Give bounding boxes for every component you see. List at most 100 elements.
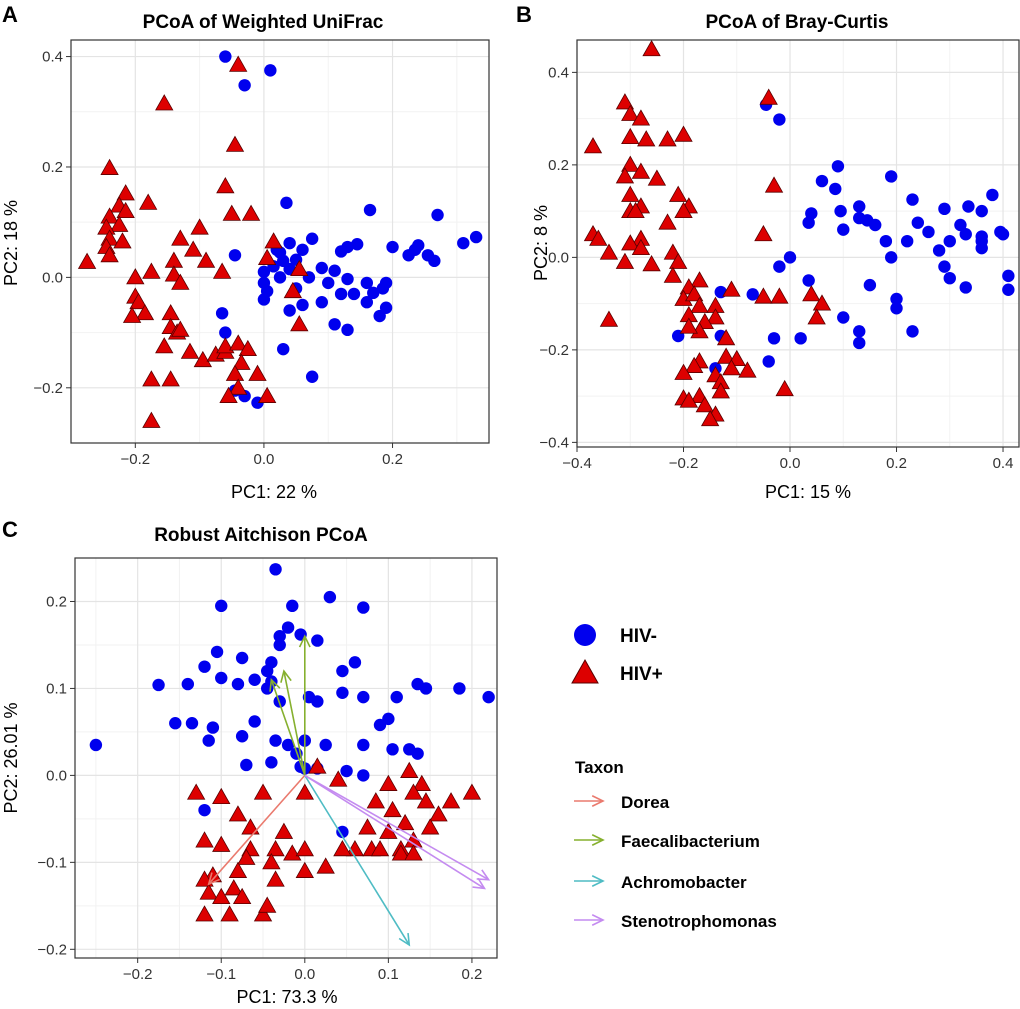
panel-b-point-hiv-negative [943, 234, 956, 248]
panel-a-point-hiv-positive [190, 218, 209, 235]
panel-c-point-hiv-negative [357, 738, 370, 752]
panel-b-x-tick-label: 0.0 [780, 455, 801, 472]
panel-a-point-hiv-positive [113, 232, 132, 249]
panel-a-point-hiv-positive [238, 339, 258, 357]
panel-a-point-hiv-negative [360, 276, 374, 290]
panel-c-title: Robust Aitchison PCoA [154, 525, 368, 546]
panel-b-point-hiv-negative [837, 223, 850, 236]
panel-b-point-hiv-negative [802, 216, 815, 229]
panel-b-point-hiv-negative [853, 200, 866, 213]
panel-a-point-hiv-negative [341, 272, 354, 286]
panel-b-point-hiv-positive [700, 409, 720, 427]
panel-a-point-hiv-positive [126, 268, 145, 285]
panel-a-point-hiv-negative [315, 296, 328, 309]
panel-a-point-hiv-positive [164, 265, 184, 282]
panel-c-point-hiv-positive [228, 861, 248, 878]
panel-b-point-hiv-negative [762, 355, 775, 368]
panel-a-x-tick-label: 0.2 [382, 451, 403, 468]
panel-b-point-hiv-positive [706, 308, 725, 325]
panel-a-point-hiv-negative [283, 236, 296, 250]
panel-a-point-hiv-positive [100, 158, 119, 175]
panel-c-x-tick-label: −0.2 [123, 966, 153, 983]
panel-b-point-hiv-positive [674, 201, 693, 219]
panel-b-point-hiv-positive [690, 271, 709, 288]
panel-a-point-hiv-negative [228, 249, 242, 262]
panel-b-point-hiv-positive [642, 255, 661, 272]
panel-a-point-hiv-positive [155, 94, 174, 111]
panel-c-point-hiv-negative [231, 677, 245, 691]
panel-c-point-hiv-positive [462, 783, 482, 800]
panel-b-point-hiv-positive [716, 347, 736, 364]
panel-c-point-hiv-positive [253, 783, 273, 800]
panel-c-point-hiv-negative [152, 678, 165, 692]
group-legend: HIV- HIV+ [571, 624, 663, 685]
panel-b-point-hiv-positive [695, 396, 714, 413]
panel-c-point-hiv-positive [429, 805, 448, 822]
panel-b-point-hiv-positive [621, 104, 640, 121]
panel-b-point-hiv-positive [770, 287, 789, 304]
panel-a-point-hiv-negative [347, 287, 361, 301]
panel-a-point-hiv-positive [171, 273, 190, 290]
panel-c-point-hiv-negative [382, 712, 395, 726]
panel-a-point-hiv-negative [283, 304, 296, 317]
taxon-key-stenotrophomonas-icon-head [591, 914, 605, 926]
panel-c-arrow-faecalibacterium [283, 670, 306, 776]
panel-b-point-hiv-positive [679, 317, 699, 334]
panel-c-point-hiv-negative [390, 690, 403, 704]
panel-c-point-hiv-positive [316, 857, 335, 874]
panel-b-point-hiv-positive [631, 162, 651, 179]
panel-c-point-hiv-positive [441, 792, 461, 809]
panel-c-point-hiv-negative [281, 621, 295, 634]
panel-c-point-hiv-positive [224, 879, 243, 896]
panel-c-point-hiv-negative [386, 743, 399, 756]
panel-a-point-hiv-positive [129, 292, 148, 310]
panel-c-point-hiv-negative [286, 599, 299, 613]
panel-a-point-hiv-positive [225, 135, 245, 152]
panel-a: A PCoA of Weighted UniFrac −0.2 0.0 0.2 −0.… [1, 2, 490, 502]
panel-b-point-hiv-negative [869, 218, 882, 232]
panel-a-point-hiv-negative [457, 236, 470, 250]
panel-a-point-hiv-positive [100, 207, 119, 224]
panel-a-point-hiv-positive [248, 364, 267, 381]
panel-c-point-hiv-negative [273, 630, 286, 643]
panel-c-point-hiv-positive [420, 818, 440, 835]
panel-b-point-hiv-negative [831, 160, 845, 173]
panel-c-x-axis-label: PC1: 73.3 % [236, 987, 337, 1007]
panel-c-point-hiv-positive [195, 831, 214, 848]
panel-a-point-hiv-positive [142, 370, 161, 387]
panel-c-point-hiv-positive [308, 757, 327, 774]
panel-b-point-hiv-negative [853, 325, 866, 338]
panel-b-title: PCoA of Bray-Curtis [706, 12, 889, 33]
panel-c-point-hiv-negative [206, 721, 220, 734]
panel-b-point-hiv-positive [626, 201, 645, 219]
panel-a-point-hiv-positive [100, 245, 119, 263]
panel-b-point-hiv-negative [884, 170, 898, 183]
panel-a-point-hiv-negative [367, 286, 380, 300]
panel-c-point-hiv-negative [269, 734, 282, 747]
panel-b-point-hiv-positive [754, 287, 773, 304]
panel-c-point-hiv-negative [319, 738, 332, 752]
panel-b-point-hiv-negative [829, 182, 842, 196]
panel-b-point-hiv-positive [631, 238, 651, 256]
panel-c-x-tick-label: 0.0 [294, 966, 315, 983]
panel-c-point-hiv-negative [336, 825, 349, 839]
panel-b-point-hiv-positive [599, 310, 619, 327]
panel-a-point-hiv-positive [290, 259, 309, 277]
panel-b-point-hiv-negative [1002, 269, 1015, 283]
panel-a-point-hiv-negative [334, 245, 348, 258]
panel-b-point-hiv-negative [890, 292, 903, 306]
panel-c-point-hiv-negative [198, 803, 211, 817]
panel-c-point-hiv-negative [269, 563, 282, 576]
taxon-label-achromobacter: Achromobacter [621, 873, 747, 892]
panel-b-point-hiv-positive [674, 125, 693, 142]
panel-c-point-hiv-positive [333, 839, 352, 857]
panel-a-point-hiv-positive [225, 364, 245, 381]
panel-c-point-hiv-negative [235, 651, 249, 665]
panel-c-y-tick-label: 0.2 [46, 593, 67, 610]
panel-b-point-hiv-negative [1002, 283, 1015, 296]
panel-c-point-hiv-positive [383, 800, 402, 818]
panel-c-point-hiv-positive [404, 844, 423, 861]
panel-b-frame [576, 39, 1020, 448]
taxon-key-faecalibacterium-icon-head [591, 834, 605, 846]
panel-c-point-hiv-positive [266, 839, 285, 857]
